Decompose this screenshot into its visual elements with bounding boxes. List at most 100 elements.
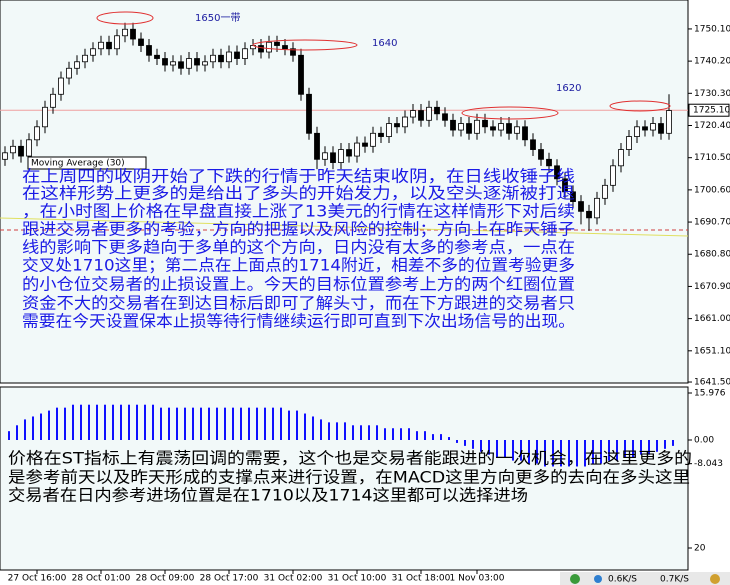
macd-bar xyxy=(88,404,90,440)
candle-body xyxy=(154,54,160,59)
macd-bar xyxy=(80,404,82,440)
macd-bar xyxy=(592,440,594,464)
macd-bar xyxy=(544,440,546,467)
candle-body xyxy=(522,126,528,141)
candle-body xyxy=(450,119,456,131)
overlay-text: 需要在今天设置保本止损等待行情继续运行即可直到下次出场信号的出现。 xyxy=(22,312,575,331)
candle-body xyxy=(242,48,248,59)
last-price-label: 1725.10 xyxy=(693,106,730,116)
status-text: 0.7K/S xyxy=(660,575,689,585)
macd-bar xyxy=(328,422,330,440)
overlay-text: 在上周四的收阴开始了下跌的行情于昨天结束收阴，在日线收锤子线 xyxy=(22,167,575,186)
candle-body xyxy=(506,123,512,134)
macd-bar xyxy=(144,404,146,440)
candle-body xyxy=(42,106,48,128)
candle-body xyxy=(410,110,416,118)
y-tick-label: 1720.40 xyxy=(694,121,730,131)
macd-bar xyxy=(496,440,498,458)
candle-body xyxy=(634,126,640,137)
macd-bar xyxy=(440,434,442,440)
annotation: 1650一带 xyxy=(195,12,240,24)
candle-body xyxy=(330,152,336,163)
macd-bar xyxy=(336,422,338,440)
macd-bar xyxy=(304,413,306,440)
macd-bar xyxy=(344,422,346,440)
y-tick-label: 1661.00 xyxy=(694,314,730,324)
overlay-text: 价格在ST指标上有震荡回调的需要，这个也是交易者能跟进的一次机会，在这里更多的 xyxy=(8,449,692,468)
macd-bar xyxy=(616,440,618,461)
candle-body xyxy=(74,61,80,69)
macd-bar xyxy=(48,410,50,440)
candle-body xyxy=(546,158,552,167)
x-tick-label: 31 Oct 18:00 xyxy=(392,574,451,584)
overlay-text: 交叉处1710这里；第二点在上面点的1714附近，相差不多的位置考验更多 xyxy=(22,256,575,275)
macd-bar xyxy=(664,440,666,449)
overlay-text: 在这样形势上更多的是给出了多头的开始发力，以及空头逐渐被打退 xyxy=(22,184,575,203)
macd-bar xyxy=(376,425,378,440)
candle-body xyxy=(482,119,488,128)
candle-body xyxy=(282,45,288,50)
macd-bar xyxy=(96,404,98,440)
candle-body xyxy=(618,149,624,167)
overlay-text: 线的影响下更多趋向于多单的这个方向，日内没有太多的参考点，一点在 xyxy=(22,238,575,257)
overlay-text: 的小仓位交易者的止损设置上。今天的目标位置参考上方的两个红圈位置 xyxy=(22,275,575,294)
trend-line xyxy=(0,217,689,237)
candle-body xyxy=(442,113,448,121)
candle-body xyxy=(210,54,216,63)
macd-bar xyxy=(472,440,474,449)
macd-bar xyxy=(368,425,370,440)
candle-body xyxy=(474,119,480,134)
y-tick-label: 1750.10 xyxy=(694,24,730,34)
macd-bar xyxy=(8,431,10,440)
macd-bar xyxy=(360,425,362,440)
candle-body xyxy=(658,123,664,134)
candle-body xyxy=(314,132,320,160)
y-tick-label: 1651.10 xyxy=(694,346,730,356)
macd-bar xyxy=(120,404,122,440)
y-tick-label: 1641.50 xyxy=(694,378,730,388)
macd-bar xyxy=(72,404,74,440)
candle-body xyxy=(490,126,496,131)
candle-body xyxy=(234,51,240,59)
macd-bar xyxy=(176,407,178,440)
candle-body xyxy=(418,110,424,121)
candle-body xyxy=(122,28,128,37)
candle-body xyxy=(306,93,312,134)
red-circle xyxy=(609,100,671,112)
macd-bar xyxy=(352,425,354,440)
candle-body xyxy=(82,54,88,63)
macd-bar xyxy=(288,410,290,440)
status-icon xyxy=(710,574,720,584)
candle-body xyxy=(514,126,520,134)
candle-body xyxy=(666,110,672,134)
red-circle xyxy=(461,106,559,120)
y-tick-label: 1740.20 xyxy=(694,57,730,67)
candle-body xyxy=(466,123,472,134)
y-tick-label: 1700.60 xyxy=(694,185,730,195)
overlay-text: ，在小时图上价格在早盘直接上涨了13美元的行情在这样情形下对后续 xyxy=(22,202,575,221)
macd-bar xyxy=(560,440,562,467)
y-tick-label: 1670.90 xyxy=(694,282,730,292)
y-tick-label: -8.043 xyxy=(694,459,723,469)
candle-body xyxy=(106,41,112,50)
y-tick-label: 1680.80 xyxy=(694,250,730,260)
candle-body xyxy=(34,126,40,141)
candle-body xyxy=(10,145,16,154)
candle-body xyxy=(362,142,368,147)
macd-bar xyxy=(112,404,114,440)
annotation: 1620 xyxy=(556,83,581,94)
annotation: 1640 xyxy=(372,38,397,49)
candle-body xyxy=(258,45,264,53)
macd-bar xyxy=(280,407,282,440)
macd-bar xyxy=(536,440,538,464)
candle-body xyxy=(58,77,64,95)
y-tick-label: 20 xyxy=(694,544,706,554)
candle-body xyxy=(354,142,360,157)
candle-body xyxy=(378,132,384,137)
macd-bar xyxy=(584,440,586,467)
macd-bar xyxy=(432,434,434,440)
macd-bar xyxy=(232,407,234,440)
candle-body xyxy=(114,35,120,50)
x-tick-label: 31 Oct 02:00 xyxy=(264,574,323,584)
macd-bar xyxy=(392,428,394,440)
